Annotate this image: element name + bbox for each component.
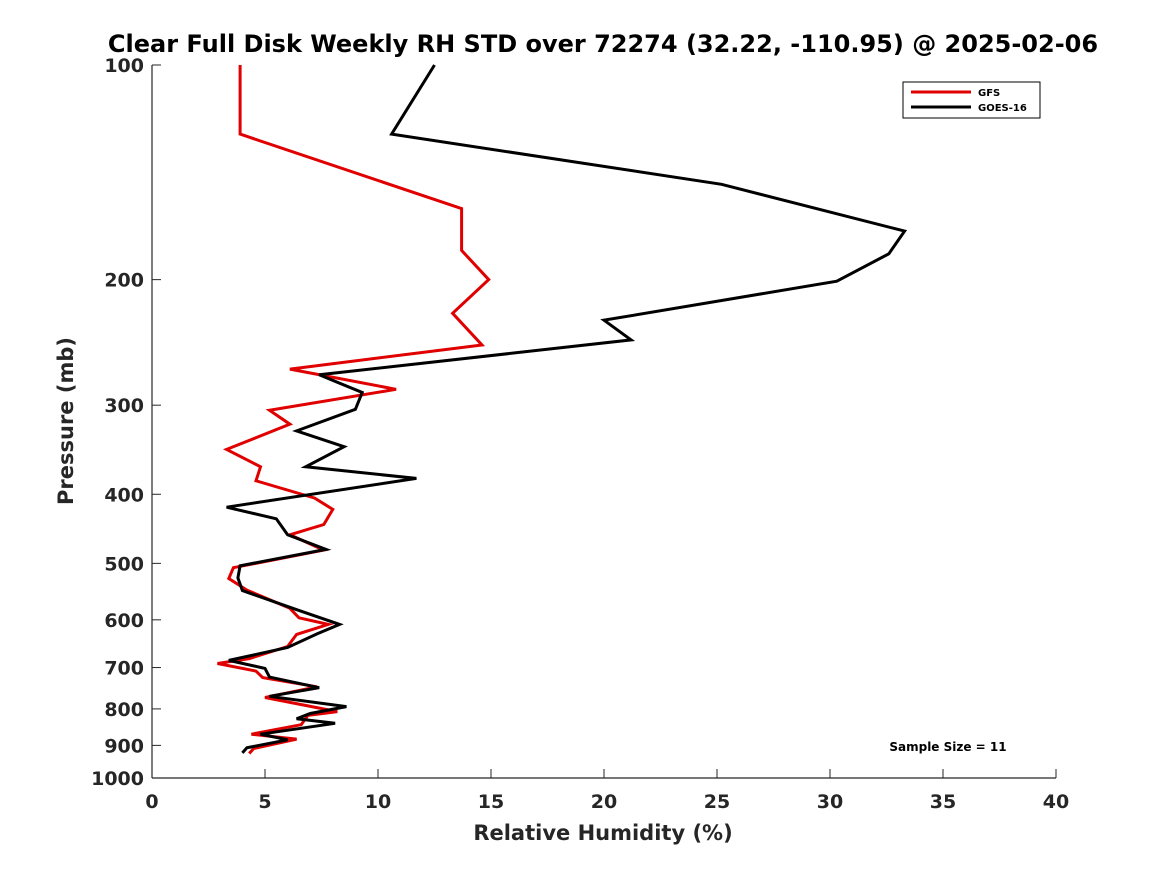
x-tick-label: 20	[591, 791, 617, 813]
y-tick-label: 800	[104, 699, 144, 721]
series-group	[217, 64, 908, 755]
x-tick-label: 15	[478, 791, 504, 813]
x-tick-label: 5	[258, 791, 271, 813]
series-line-gfs	[217, 65, 491, 755]
y-tick-label: 100	[104, 55, 144, 77]
sample-size-annotation: Sample Size = 11	[889, 740, 1006, 754]
y-tick-label: 500	[104, 553, 144, 575]
y-tick-label: 1000	[91, 768, 144, 790]
x-tick-label: 40	[1043, 791, 1069, 813]
y-tick-label: 900	[104, 735, 144, 757]
x-axis-label: Relative Humidity (%)	[473, 821, 732, 845]
x-tick-label: 25	[704, 791, 730, 813]
x-tick-label: 0	[145, 791, 158, 813]
axes: 0 5 10 15 20 25 30 35 40 100 200 300 400 500 600 700 800…	[91, 55, 1069, 813]
chart-title: Clear Full Disk Weekly RH STD over 72274…	[108, 30, 1098, 58]
legend-box	[902, 81, 1041, 119]
y-tick-label: 400	[104, 484, 144, 506]
legend-label: GFS	[978, 88, 1000, 99]
series-line-goes-16	[226, 64, 908, 754]
y-axis-label: Pressure (mb)	[54, 337, 78, 505]
y-tick-label: 600	[104, 610, 144, 632]
y-tick-label: 300	[104, 395, 144, 417]
x-tick-label: 35	[930, 791, 956, 813]
y-tick-label: 700	[104, 658, 144, 680]
legend-label: GOES-16	[978, 103, 1027, 114]
y-tick-label: 200	[104, 270, 144, 292]
x-tick-label: 10	[365, 791, 391, 813]
legend: GFS GOES-16	[902, 81, 1041, 119]
x-tick-label: 30	[817, 791, 843, 813]
